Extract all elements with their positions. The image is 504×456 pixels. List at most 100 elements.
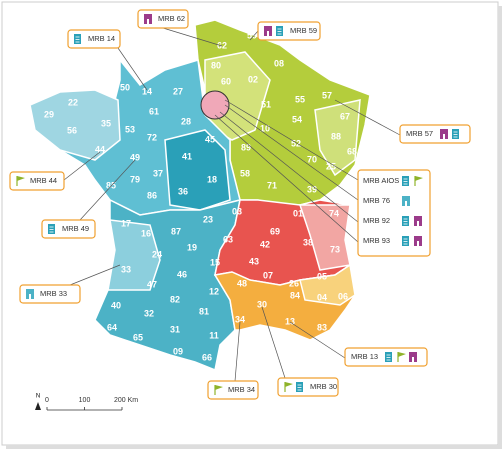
department-code: 49	[130, 152, 140, 162]
department-code: 40	[111, 300, 121, 310]
callout-box	[9, 171, 65, 191]
department-code: 46	[177, 269, 187, 279]
leader-line	[224, 104, 359, 201]
regions	[29, 19, 371, 372]
department-code: 66	[202, 352, 212, 362]
department-code: 37	[153, 168, 163, 178]
department-code: 16	[141, 228, 151, 238]
department-code: 64	[107, 322, 117, 332]
department-code: 05	[317, 271, 327, 281]
department-code: 53	[125, 124, 135, 134]
department-code: 55	[295, 94, 305, 104]
building-door	[417, 221, 419, 226]
paris-area	[200, 90, 230, 120]
callout-label: MRB 92	[363, 216, 390, 225]
leader-line	[69, 264, 121, 286]
department-code: 34	[235, 314, 245, 324]
department-code: 13	[285, 316, 295, 326]
callout-label: MRB 62	[158, 14, 185, 23]
callout-label: MRB 76	[363, 196, 390, 205]
flag-icon	[215, 385, 223, 390]
callout-box	[277, 377, 339, 397]
department-code: 30	[257, 299, 267, 309]
callout-label: MRB 59	[290, 26, 317, 35]
flag-icon	[415, 176, 423, 181]
department-code: 39	[307, 184, 317, 194]
shadow	[6, 445, 502, 449]
leader-line	[117, 47, 148, 91]
document-icon	[402, 216, 409, 226]
flag-icon	[285, 382, 293, 387]
department-code: 57	[322, 90, 332, 100]
department-code: 07	[263, 270, 273, 280]
department-code: 10	[260, 123, 270, 133]
department-code: 67	[340, 111, 350, 121]
department-code: 23	[203, 214, 213, 224]
document-icon	[296, 382, 303, 392]
leader-line	[63, 151, 101, 181]
department-code: 28	[181, 116, 191, 126]
leader-line	[79, 159, 136, 221]
department-code: 09	[173, 346, 183, 356]
department-code: 22	[68, 97, 78, 107]
department-code: 52	[291, 138, 301, 148]
department-code: 68	[347, 146, 357, 156]
building-door	[417, 241, 419, 246]
department-code: 31	[170, 324, 180, 334]
department-code: 32	[144, 308, 154, 318]
callout-label: MRB 30	[310, 382, 337, 391]
department-code: 70	[307, 154, 317, 164]
callout-box	[19, 284, 81, 304]
department-code: 65	[133, 332, 143, 342]
department-code: 33	[121, 264, 131, 274]
department-code: 44	[95, 144, 105, 154]
department-code: 19	[187, 242, 197, 252]
region-south-light	[299, 263, 356, 306]
leader-line	[249, 30, 259, 41]
leader-line	[219, 111, 359, 223]
department-code: 56	[67, 125, 77, 135]
department-code: 73	[330, 244, 340, 254]
north-label: N	[36, 394, 40, 400]
department-code: 15	[210, 257, 220, 267]
north-arrow	[35, 402, 41, 410]
department-code: 11	[209, 330, 219, 340]
department-code: 29	[44, 109, 54, 119]
department-code: 17	[121, 218, 131, 228]
callout-label: MRB 57	[406, 129, 433, 138]
department-code: 45	[205, 134, 215, 144]
flag-icon	[398, 352, 406, 357]
department-code: 41	[182, 151, 192, 161]
department-code: 51	[261, 99, 271, 109]
department-code: 60	[221, 76, 231, 86]
department-code: 71	[267, 180, 277, 190]
callout-label: MRB 49	[62, 224, 89, 233]
department-code: 84	[290, 290, 300, 300]
region-west-light	[29, 89, 121, 161]
flag-icon	[17, 176, 25, 181]
department-code: 61	[149, 106, 159, 116]
department-code: 18	[207, 174, 217, 184]
department-code: 14	[142, 86, 152, 96]
department-code: 63	[223, 234, 233, 244]
building-door	[267, 31, 269, 36]
callout-label: MRB 34	[228, 385, 255, 394]
document-icon	[74, 34, 81, 44]
building-door	[412, 357, 414, 362]
leader-line	[334, 99, 401, 136]
scale-bar: N0 100 200 Km	[35, 394, 138, 411]
department-code: 01	[293, 208, 303, 218]
callout-label: MRB 33	[40, 289, 67, 298]
building-door	[29, 294, 31, 299]
department-code: 50	[120, 82, 130, 92]
department-code: 08	[274, 58, 284, 68]
department-code: 02	[248, 74, 258, 84]
callout-box	[207, 380, 259, 400]
department-code: 25	[326, 161, 336, 171]
department-code: 89	[241, 142, 251, 152]
region-northeast-light	[314, 99, 361, 177]
department-code: 27	[173, 86, 183, 96]
document-icon	[48, 224, 55, 234]
region-west-dark	[164, 129, 231, 211]
